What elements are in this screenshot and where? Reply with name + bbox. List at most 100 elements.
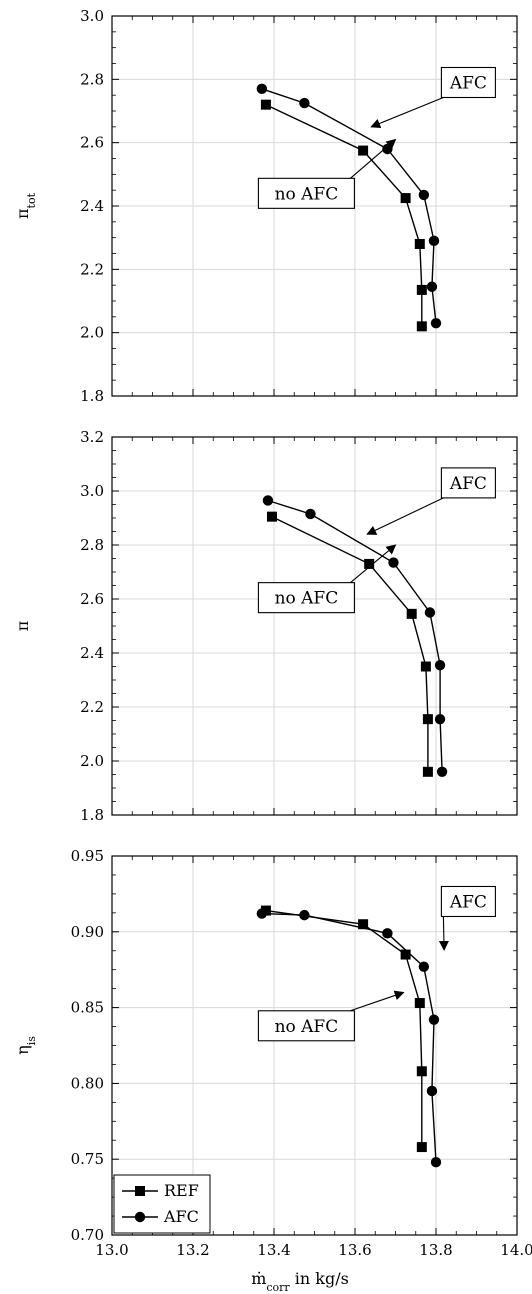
y-tick-label: 0.95 bbox=[71, 847, 104, 865]
y-tick-label: 2.0 bbox=[80, 324, 104, 342]
data-point-ref bbox=[400, 193, 411, 204]
x-tick-label: 13.6 bbox=[338, 1241, 371, 1259]
data-point-afc bbox=[418, 189, 430, 201]
data-point-afc bbox=[418, 961, 430, 972]
annotation-text: AFC bbox=[449, 474, 487, 494]
x-axis-label-rest: in kg/s bbox=[290, 1269, 349, 1288]
chart-pi-tot: 1.8 2.0 2.2 2.4 2.6 2.8 3.0 πtot AFC no AFC bbox=[13, 7, 518, 405]
y-tick-label: 3.0 bbox=[80, 482, 104, 500]
legend-box bbox=[113, 1174, 211, 1234]
data-point-afc bbox=[434, 659, 446, 671]
y-tick-label: 1.8 bbox=[80, 806, 104, 824]
data-point-ref bbox=[416, 1142, 427, 1153]
data-point-afc bbox=[430, 1157, 442, 1168]
data-point-afc bbox=[256, 83, 268, 95]
y-axis-label-main: π bbox=[13, 621, 32, 632]
data-point-ref bbox=[420, 661, 431, 672]
annotation-arrow bbox=[350, 138, 397, 179]
y-tick-label: 0.90 bbox=[71, 923, 104, 941]
annotation-box bbox=[257, 177, 355, 209]
x-axis-label: ṁcorr in kg/s bbox=[251, 1269, 349, 1294]
y-tick-label: 0.70 bbox=[71, 1226, 104, 1244]
y-axis-label: πtot bbox=[13, 192, 38, 219]
data-point-afc bbox=[428, 235, 440, 247]
data-point-ref bbox=[414, 239, 425, 249]
y-tick-label: 2.6 bbox=[80, 134, 104, 152]
y-tick-label: 2.6 bbox=[80, 590, 104, 608]
y-tick-label: 2.0 bbox=[80, 752, 104, 770]
data-point-ref bbox=[414, 998, 425, 1009]
x-axis-label-main: ṁ bbox=[251, 1269, 266, 1288]
data-point-afc bbox=[428, 1014, 440, 1025]
data-point-ref bbox=[266, 511, 277, 522]
data-point-ref bbox=[358, 145, 369, 156]
annotation-text: AFC bbox=[449, 892, 487, 912]
data-point-afc bbox=[262, 495, 274, 506]
annotation-box bbox=[257, 582, 355, 614]
x-tick-label: 13.8 bbox=[419, 1241, 452, 1259]
y-tick-label: 2.8 bbox=[80, 536, 104, 554]
y-tick-label: 0.85 bbox=[71, 999, 104, 1017]
data-point-afc bbox=[388, 557, 399, 568]
data-point-ref bbox=[422, 766, 433, 777]
y-axis-label: π bbox=[13, 621, 32, 632]
data-point-ref bbox=[406, 608, 417, 619]
data-point-afc bbox=[436, 766, 448, 777]
annotation-text: no AFC bbox=[275, 184, 339, 204]
y-tick-label: 2.4 bbox=[80, 197, 104, 215]
series-line-ref bbox=[265, 104, 423, 327]
annotation-arrow bbox=[438, 916, 449, 951]
data-point-ref bbox=[358, 919, 369, 930]
chart-eta-is: 0.70 0.75 0.80 0.85 0.90 0.95 13.0 13.2 13.4 13.6… bbox=[13, 847, 532, 1259]
y-axis-label-sub: is bbox=[25, 1036, 38, 1046]
annotation-box bbox=[440, 66, 496, 99]
data-point-ref bbox=[364, 558, 375, 569]
y-tick-label: 1.8 bbox=[80, 387, 104, 405]
x-axis-label-sub: corr bbox=[266, 1281, 290, 1294]
data-point-ref bbox=[416, 284, 427, 295]
legend-label-ref: REF bbox=[164, 1181, 199, 1200]
data-point-ref bbox=[416, 1066, 427, 1077]
data-point-afc bbox=[426, 1085, 438, 1097]
y-tick-label: 2.2 bbox=[80, 698, 104, 716]
data-point-ref bbox=[416, 321, 427, 332]
series-line-ref bbox=[265, 909, 423, 1148]
y-tick-label: 2.8 bbox=[80, 70, 104, 88]
y-tick-label: 0.80 bbox=[71, 1074, 104, 1092]
data-point-afc bbox=[434, 713, 446, 725]
annotation-text: no AFC bbox=[275, 589, 339, 609]
data-point-afc bbox=[299, 909, 310, 921]
annotation-arrow bbox=[370, 96, 444, 129]
x-tick-label: 14.0 bbox=[500, 1241, 532, 1259]
annotation-box bbox=[257, 1010, 355, 1042]
data-point-afc bbox=[299, 97, 310, 109]
x-tick-label: 13.0 bbox=[95, 1241, 128, 1259]
y-tick-label: 3.0 bbox=[80, 7, 104, 25]
y-tick-label: 0.75 bbox=[71, 1150, 104, 1168]
data-point-afc bbox=[424, 607, 436, 618]
legend-label-afc: AFC bbox=[163, 1207, 199, 1226]
annotation-text: no AFC bbox=[275, 1017, 339, 1037]
y-axis-label-sub: tot bbox=[25, 192, 38, 208]
data-point-ref bbox=[260, 99, 271, 110]
data-point-ref bbox=[422, 714, 433, 725]
annotation-text: AFC bbox=[449, 74, 487, 94]
y-tick-label: 3.2 bbox=[80, 428, 104, 446]
annotation-box bbox=[440, 885, 496, 918]
data-point-afc bbox=[256, 908, 268, 919]
data-point-ref bbox=[400, 949, 411, 960]
y-axis-label-main: η bbox=[13, 1045, 32, 1055]
legend-marker-afc bbox=[134, 1211, 146, 1223]
annotation-box bbox=[440, 467, 496, 499]
data-point-afc bbox=[305, 508, 316, 520]
series-line-ref bbox=[271, 516, 429, 772]
data-point-afc bbox=[426, 281, 438, 292]
annotation-arrow bbox=[366, 497, 444, 535]
x-tick-label: 13.2 bbox=[176, 1241, 209, 1259]
data-point-afc bbox=[382, 928, 393, 939]
y-axis-label-main: π bbox=[13, 208, 32, 219]
chart-pi: 1.8 2.0 2.2 2.4 2.6 2.8 3.0 3.2 π AFC no AFC bbox=[13, 428, 518, 824]
y-axis-label: ηis bbox=[13, 1036, 38, 1055]
y-tick-label: 2.4 bbox=[80, 644, 104, 662]
